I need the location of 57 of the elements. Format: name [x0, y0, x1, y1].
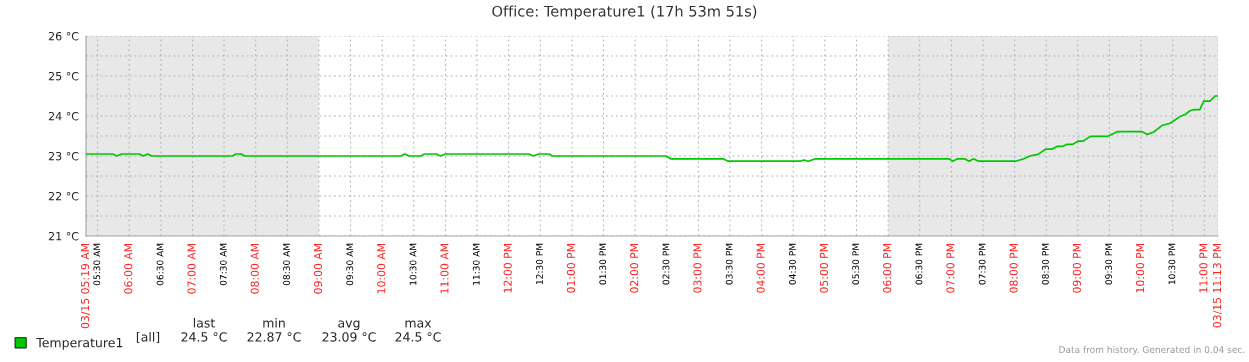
x-tick-label: 10:00 PM — [1136, 244, 1145, 293]
chart-title: Office: Temperature1 (17h 53m 51s) — [492, 5, 757, 20]
y-tick-label: 24 °C — [48, 111, 79, 121]
x-tick-label: 06:30 AM — [156, 243, 164, 286]
text: 24.5 °C — [181, 332, 227, 342]
x-tick-label: 01:00 PM — [566, 244, 576, 293]
x-tick-label: 10:30 PM — [1168, 243, 1176, 285]
x-tick-label: 06:00 PM — [883, 244, 892, 293]
legend-label: Temperature1 — [36, 338, 123, 350]
y-tick-label: 26 °C — [48, 31, 79, 41]
x-tick-label: 05:00 PM — [819, 244, 828, 293]
x-tick-label: 12:30 PM — [536, 243, 543, 285]
x-tick-label: 09:30 PM — [1105, 243, 1113, 285]
x-tick-label: 06:00 AM — [124, 244, 133, 294]
text: 23.09 °C — [322, 332, 376, 342]
y-tick-label: 25 °C — [48, 71, 79, 81]
x-tick-label: 11:00 AM — [440, 244, 449, 294]
x-tick-label: 03:30 PM — [725, 243, 733, 285]
x-tick-label: 08:30 AM — [283, 243, 290, 286]
x-tick-label: 09:30 AM — [346, 243, 354, 286]
x-tick-label: 07:00 PM — [946, 244, 955, 293]
text: min — [263, 317, 285, 328]
x-tick-label: 09:00 AM — [313, 244, 323, 294]
x-tick-label: 06:30 PM — [915, 243, 923, 285]
x-tick-label: 03/15 05:19 AM — [80, 244, 90, 329]
x-tick-label: 07:30 PM — [978, 243, 986, 285]
text: 24.5 °C — [395, 332, 441, 342]
x-tick-label: 11:00 PM — [1199, 244, 1208, 293]
text: last — [193, 317, 215, 328]
x-tick-label: 08:30 PM — [1041, 243, 1049, 285]
text: max — [405, 320, 432, 328]
x-tick-label: 07:30 AM — [219, 243, 227, 286]
x-tick-label: 08:00 AM — [250, 244, 259, 294]
x-tick-label: 02:30 PM — [662, 243, 670, 285]
x-tick-label: 02:00 PM — [630, 244, 639, 293]
x-tick-label: 04:00 PM — [756, 244, 765, 293]
x-tick-label: 01:30 PM — [599, 243, 607, 285]
x-tick-label: 12:00 PM — [503, 244, 512, 293]
x-tick-label: 10:00 AM — [377, 244, 386, 294]
line-series — [86, 95, 1218, 163]
text: 22.87 °C — [247, 332, 301, 342]
x-tick-label: 08:00 PM — [1009, 244, 1018, 293]
x-tick-label: 05:30 AM — [93, 243, 101, 286]
y-tick-label: 22 °C — [48, 191, 79, 201]
text: avg — [338, 320, 360, 331]
text: [all] — [136, 331, 160, 344]
x-tick-label: 04:30 PM — [789, 243, 796, 285]
text: Data from history. Generated in 0.04 sec. — [1059, 346, 1245, 355]
x-tick-label: 07:00 AM — [187, 244, 196, 294]
x-tick-label: 03/15 11:13 PM — [1212, 244, 1222, 328]
y-tick-label: 23 °C — [48, 151, 79, 161]
x-tick-label: 10:30 AM — [409, 243, 417, 285]
x-tick-label: 03:00 PM — [693, 244, 702, 293]
x-tick-label: 11:30 AM — [472, 243, 480, 285]
x-tick-label: 05:30 PM — [852, 243, 860, 285]
y-tick-label: 21 °C — [48, 231, 79, 241]
x-tick-label: 09:00 PM — [1072, 244, 1081, 293]
